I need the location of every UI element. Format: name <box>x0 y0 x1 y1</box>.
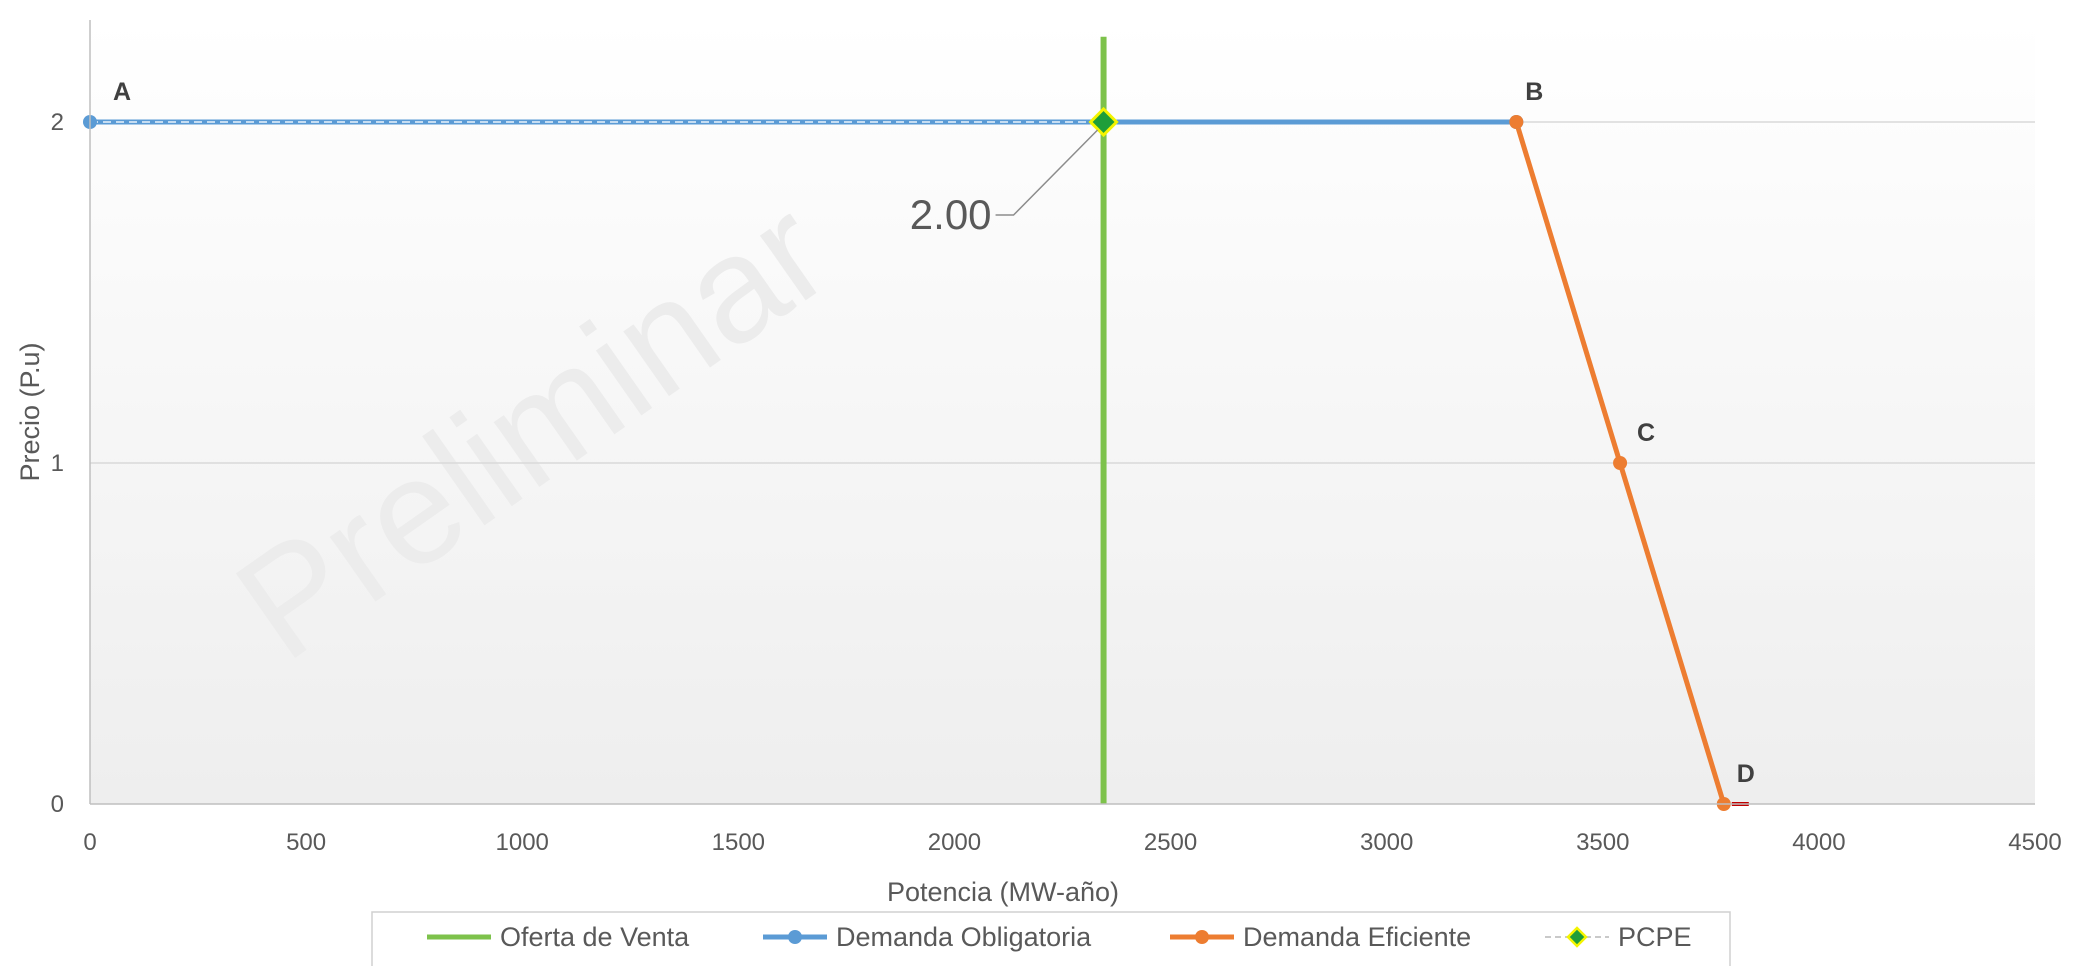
point-label-a: A <box>113 78 131 106</box>
x-tick-label: 3500 <box>1576 829 1629 856</box>
plot-area <box>90 20 2035 804</box>
x-tick-label: 4500 <box>2008 829 2061 856</box>
point-label-d: D <box>1737 760 1755 788</box>
point-label-c: C <box>1637 419 1655 447</box>
legend-marker-4 <box>1566 926 1588 948</box>
legend-box <box>371 911 1731 971</box>
legend-marker-3 <box>1195 930 1209 944</box>
legend-marker-2 <box>788 930 802 944</box>
marker-eficiente <box>1509 115 1524 129</box>
x-tick-label: 3000 <box>1360 829 1413 856</box>
y-axis-title: Precio (P.u) <box>15 342 45 481</box>
legend-label-3: Demanda Eficiente <box>1243 922 1471 952</box>
x-tick-label: 1000 <box>496 829 549 856</box>
x-tick-label: 2000 <box>928 829 981 856</box>
y-tick-label: 2 <box>51 109 64 136</box>
legend: Oferta de Venta Demanda Obligatoria Demand… <box>371 911 1731 971</box>
x-tick-label: 1500 <box>712 829 765 856</box>
marker-pcpe <box>1088 106 1119 138</box>
annotation-value: 2.00 <box>910 191 992 238</box>
x-tick-label: 500 <box>286 829 326 856</box>
annotation-leader <box>995 129 1099 216</box>
marker-eficiente <box>1613 456 1628 470</box>
x-tick-label: 2500 <box>1144 829 1197 856</box>
x-axis-title: Potencia (MW-año) <box>887 877 1119 907</box>
y-tick-label: 1 <box>51 450 64 477</box>
point-label-b: B <box>1525 78 1543 106</box>
y-tick-label: 0 <box>51 791 64 818</box>
legend-label-1: Oferta de Venta <box>500 922 690 952</box>
x-tick-label: 4000 <box>1792 829 1845 856</box>
legend-label-2: Demanda Obligatoria <box>836 922 1092 952</box>
legend-label-4: PCPE <box>1618 922 1692 952</box>
x-tick-label: 0 <box>83 829 96 856</box>
